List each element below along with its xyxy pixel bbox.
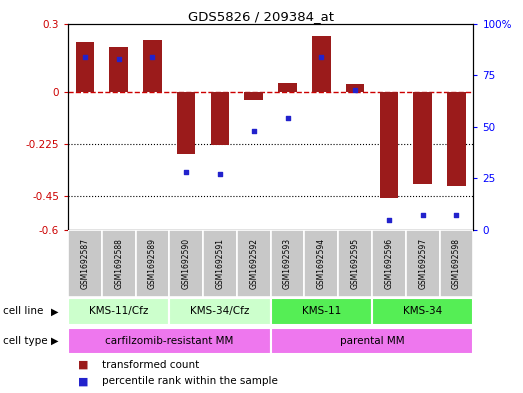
Text: ▶: ▶ — [51, 307, 59, 316]
Bar — [372, 230, 406, 297]
Text: percentile rank within the sample: percentile rank within the sample — [102, 376, 278, 386]
Point — [418, 212, 427, 219]
Text: cell type: cell type — [3, 336, 47, 346]
Point — [317, 53, 325, 60]
Bar — [406, 230, 439, 297]
Bar — [68, 230, 102, 297]
Point — [182, 169, 190, 175]
Point — [81, 53, 89, 60]
Bar — [271, 328, 473, 354]
Bar — [102, 230, 135, 297]
Bar — [68, 328, 271, 354]
Bar — [109, 46, 128, 92]
Bar — [312, 36, 331, 92]
Bar — [211, 92, 229, 145]
Text: KMS-11/Cfz: KMS-11/Cfz — [89, 307, 149, 316]
Text: transformed count: transformed count — [102, 360, 199, 370]
Bar — [447, 92, 465, 186]
Bar — [76, 42, 94, 92]
Point — [249, 128, 258, 134]
Bar — [380, 92, 398, 198]
Bar — [135, 230, 169, 297]
Point — [283, 116, 292, 122]
Text: GSM1692591: GSM1692591 — [215, 238, 224, 289]
Text: cell line: cell line — [3, 307, 43, 316]
Text: GSM1692587: GSM1692587 — [81, 238, 89, 289]
Point — [452, 212, 461, 219]
Point — [351, 86, 359, 93]
Point — [148, 53, 156, 60]
Text: KMS-34: KMS-34 — [403, 307, 442, 316]
Text: GSM1692593: GSM1692593 — [283, 238, 292, 289]
Text: KMS-34/Cfz: KMS-34/Cfz — [190, 307, 249, 316]
Text: KMS-11: KMS-11 — [302, 307, 341, 316]
Bar — [372, 298, 473, 325]
Point — [115, 55, 123, 62]
Text: ■: ■ — [78, 376, 89, 386]
Text: GSM1692595: GSM1692595 — [350, 238, 360, 289]
Text: GSM1692590: GSM1692590 — [181, 238, 191, 289]
Text: GSM1692598: GSM1692598 — [452, 238, 461, 289]
Point — [216, 171, 224, 177]
Bar — [278, 83, 297, 92]
Text: GSM1692597: GSM1692597 — [418, 238, 427, 289]
Bar — [143, 40, 162, 92]
Text: ▶: ▶ — [51, 336, 59, 346]
Bar — [413, 92, 432, 184]
Bar — [203, 230, 237, 297]
Point — [385, 217, 393, 223]
Bar — [271, 230, 304, 297]
Bar — [439, 230, 473, 297]
Bar — [237, 230, 271, 297]
Text: GSM1692594: GSM1692594 — [317, 238, 326, 289]
Bar — [68, 298, 169, 325]
Bar — [346, 84, 365, 92]
Bar — [338, 230, 372, 297]
Bar — [244, 92, 263, 100]
Bar — [169, 230, 203, 297]
Text: carfilzomib-resistant MM: carfilzomib-resistant MM — [105, 336, 233, 346]
Text: GSM1692588: GSM1692588 — [114, 238, 123, 289]
Text: GSM1692592: GSM1692592 — [249, 238, 258, 289]
Bar — [271, 298, 372, 325]
Text: GSM1692596: GSM1692596 — [384, 238, 393, 289]
Text: parental MM: parental MM — [339, 336, 404, 346]
Text: ■: ■ — [78, 360, 89, 370]
Bar — [177, 92, 196, 154]
Text: GDS5826 / 209384_at: GDS5826 / 209384_at — [188, 10, 335, 23]
Bar — [169, 298, 271, 325]
Text: GSM1692589: GSM1692589 — [148, 238, 157, 289]
Bar — [304, 230, 338, 297]
